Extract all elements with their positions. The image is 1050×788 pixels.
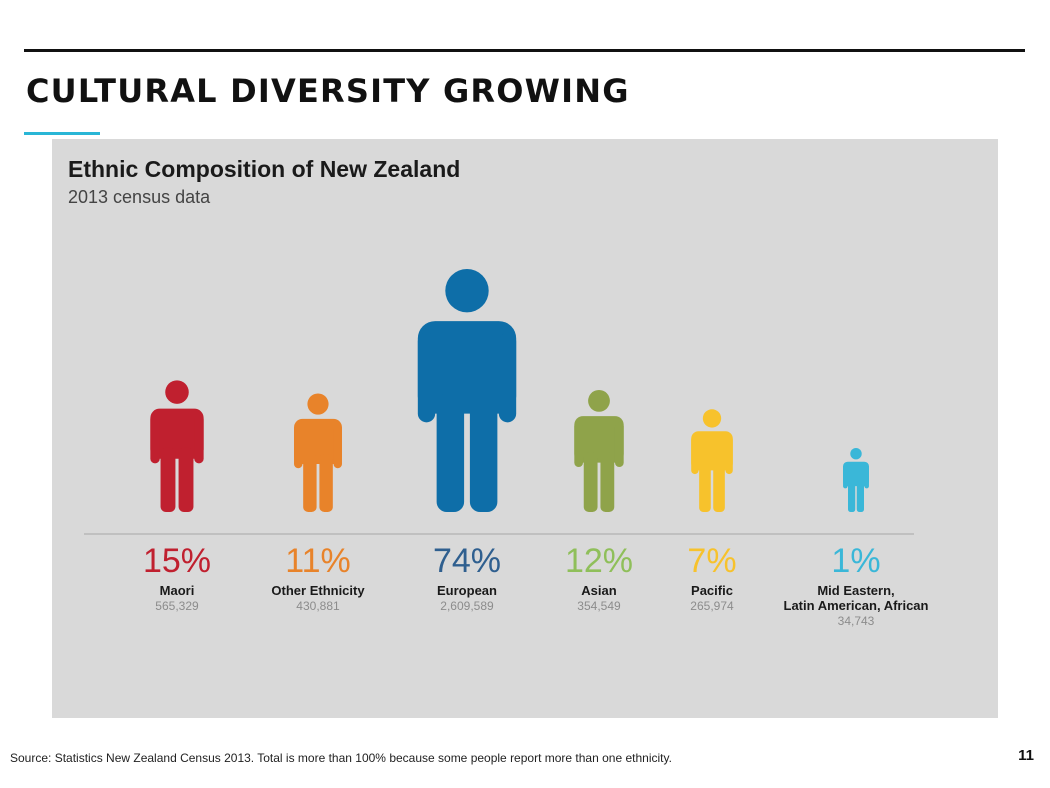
chart-subtitle: 2013 census data <box>68 187 211 207</box>
category-label: Latin American, African <box>784 598 929 613</box>
person-icon <box>150 380 204 512</box>
page-number: 11 <box>1018 747 1034 764</box>
count-label: 565,329 <box>155 599 199 613</box>
slide-title: CULTURAL DIVERSITY GROWING <box>26 72 630 110</box>
category-label: Other Ethnicity <box>271 583 365 598</box>
person-leg-right <box>713 461 725 512</box>
person-torso <box>843 461 869 487</box>
person-arm-left <box>417 332 436 423</box>
accent-rule <box>24 132 100 135</box>
person-leg-left <box>160 447 176 512</box>
person-leg-right <box>600 452 615 512</box>
percent-label: 15% <box>143 542 211 580</box>
person-arm-right <box>333 424 342 469</box>
person-icon <box>294 393 342 512</box>
count-label: 265,974 <box>690 599 734 613</box>
percent-label: 74% <box>433 542 501 580</box>
percent-label: 1% <box>831 542 880 580</box>
person-head <box>588 389 610 412</box>
person-head <box>702 409 722 428</box>
person-arm-left <box>691 436 699 475</box>
category-label: Mid Eastern, <box>817 583 894 598</box>
count-label: 2,609,589 <box>440 599 494 613</box>
person-arm-right <box>194 414 204 464</box>
person-arm-left <box>574 421 584 467</box>
person-arm-left <box>294 424 303 469</box>
person-arm-right <box>498 332 517 423</box>
category-label: Asian <box>581 583 616 598</box>
person-leg-left <box>303 454 317 512</box>
category-label: Maori <box>160 583 195 598</box>
person-leg-left <box>436 393 465 512</box>
person-head <box>165 380 189 404</box>
category-label: Pacific <box>691 583 733 598</box>
person-torso <box>574 416 624 463</box>
person-head <box>445 269 489 313</box>
person-leg-left <box>699 461 711 512</box>
percent-label: 12% <box>565 542 633 580</box>
person-icon <box>417 269 517 512</box>
count-label: 354,549 <box>577 599 621 613</box>
person-torso <box>417 321 517 414</box>
person-torso <box>294 418 342 465</box>
person-torso <box>691 431 733 471</box>
percent-label: 7% <box>687 542 736 580</box>
person-leg-right <box>469 393 498 512</box>
count-label: 34,743 <box>838 614 875 628</box>
source-footnote: Source: Statistics New Zealand Census 20… <box>10 751 672 765</box>
person-head <box>307 393 329 415</box>
top-rule <box>24 49 1025 52</box>
percent-label: 11% <box>285 542 351 580</box>
person-leg-left <box>848 480 856 512</box>
person-icon <box>574 389 624 512</box>
count-label: 430,881 <box>296 599 340 613</box>
person-arm-right <box>614 421 624 467</box>
person-leg-left <box>583 452 598 512</box>
person-head <box>850 448 862 460</box>
person-arm-left <box>150 414 160 464</box>
person-leg-right <box>856 480 864 512</box>
person-torso <box>150 408 204 459</box>
person-arm-right <box>864 464 869 489</box>
person-arm-left <box>843 464 848 489</box>
chart-panel: Ethnic Composition of New Zealand 2013 c… <box>52 139 998 718</box>
category-label: European <box>437 583 497 598</box>
person-leg-right <box>319 454 333 512</box>
person-arm-right <box>725 436 733 475</box>
person-icon <box>691 409 733 512</box>
person-leg-right <box>178 447 194 512</box>
person-icon <box>843 448 869 512</box>
chart-title: Ethnic Composition of New Zealand <box>68 156 461 182</box>
